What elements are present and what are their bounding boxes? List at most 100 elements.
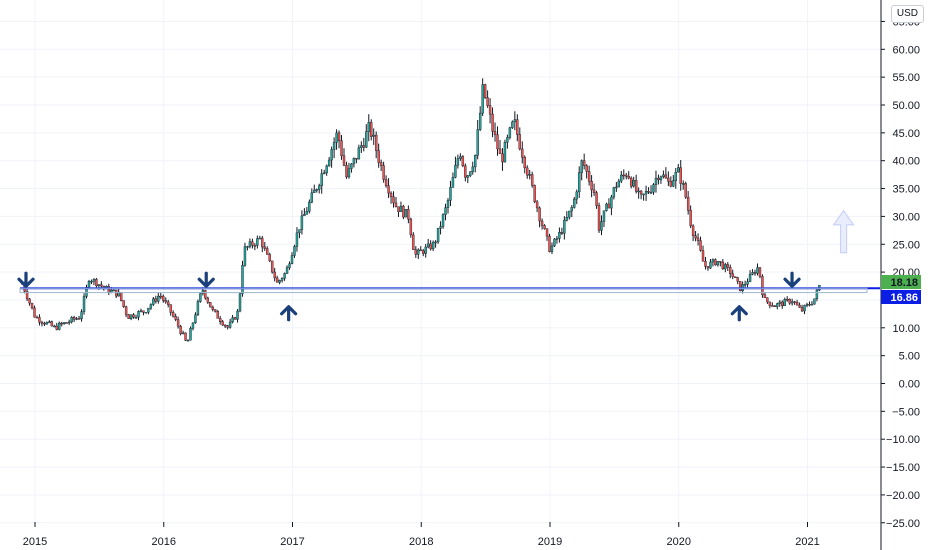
candle <box>63 322 66 325</box>
candle <box>174 313 177 322</box>
candle <box>360 141 363 153</box>
candle <box>441 213 445 229</box>
candle <box>790 298 794 306</box>
candle <box>397 206 400 217</box>
candle <box>305 206 309 215</box>
candle <box>399 201 403 212</box>
candle <box>701 245 705 262</box>
candle <box>682 180 685 190</box>
y-tick-label: 60.00 <box>892 44 920 56</box>
y-tick-label: 25.00 <box>892 239 920 251</box>
candle <box>176 316 180 329</box>
candle <box>90 279 93 285</box>
candle <box>530 171 534 188</box>
candle <box>216 309 219 319</box>
candle <box>45 321 49 325</box>
candle <box>446 198 450 214</box>
candle <box>30 302 34 310</box>
candle <box>528 169 531 180</box>
candle <box>464 163 467 182</box>
candle <box>535 199 539 213</box>
arrow-up-icon <box>280 305 298 322</box>
candle <box>563 216 566 240</box>
candle <box>246 245 249 251</box>
candle <box>454 156 457 179</box>
candle <box>518 127 521 151</box>
candle <box>206 296 210 304</box>
candle <box>169 304 172 316</box>
price-axis[interactable]: 65.0060.0055.0050.0045.0040.0035.0030.00… <box>881 16 920 530</box>
y-tick-label: −15.00 <box>886 462 920 474</box>
projection-band[interactable] <box>19 287 868 294</box>
candle <box>568 210 571 220</box>
candle <box>85 284 88 299</box>
candle <box>585 164 588 179</box>
candle <box>402 204 405 220</box>
candle <box>491 107 494 138</box>
candle <box>127 313 130 319</box>
candle <box>429 240 432 251</box>
candle <box>476 119 479 160</box>
candle <box>149 303 153 310</box>
candle <box>407 205 410 224</box>
support-lines <box>19 287 880 294</box>
candle <box>548 233 551 253</box>
y-tick-label: 10.00 <box>892 323 920 335</box>
candle <box>444 203 447 221</box>
candle <box>800 304 804 312</box>
candle <box>167 299 170 308</box>
candle <box>795 299 799 306</box>
time-axis[interactable]: 2015 2016 2017 2018 2019 2020 2021 <box>23 522 820 548</box>
candle <box>677 163 680 173</box>
candle <box>92 278 96 286</box>
candle <box>221 319 224 326</box>
candle <box>293 244 296 258</box>
candlestick-series <box>20 78 821 342</box>
candle <box>456 154 460 169</box>
projection-arrow-icon[interactable] <box>832 209 855 254</box>
candle <box>617 178 621 188</box>
candle <box>367 114 370 142</box>
candle <box>330 146 333 168</box>
candle <box>50 320 54 327</box>
x-tick-label: 2018 <box>409 536 433 548</box>
currency-button[interactable]: USD <box>890 5 924 23</box>
candle <box>424 243 427 258</box>
candle <box>327 157 331 167</box>
candle <box>152 296 155 306</box>
candle <box>238 292 242 313</box>
candle <box>139 308 143 313</box>
candle <box>647 187 650 195</box>
candle <box>298 229 301 239</box>
candle <box>674 167 677 189</box>
candle <box>80 309 83 322</box>
candle <box>513 111 517 131</box>
candle <box>538 206 541 228</box>
candle <box>112 289 115 292</box>
x-tick-label: 2021 <box>795 536 819 548</box>
arrow-down-icon <box>197 271 215 288</box>
candle <box>228 318 232 329</box>
candle <box>449 180 452 207</box>
candle <box>771 302 774 307</box>
candle <box>508 126 512 140</box>
candle <box>474 154 477 173</box>
candle <box>377 143 380 168</box>
candle <box>65 322 68 324</box>
price-label-text: 16.86 <box>890 292 918 304</box>
candle <box>751 269 754 276</box>
candle <box>810 301 814 306</box>
candle <box>582 153 586 170</box>
candle <box>523 155 526 174</box>
candle <box>706 266 710 271</box>
candle <box>261 235 264 253</box>
candle <box>736 276 739 285</box>
candle <box>243 242 247 267</box>
candle <box>43 321 46 327</box>
candle <box>231 314 234 324</box>
candle <box>803 304 806 315</box>
candle <box>154 295 158 304</box>
candle <box>431 240 435 252</box>
candle <box>181 330 185 335</box>
